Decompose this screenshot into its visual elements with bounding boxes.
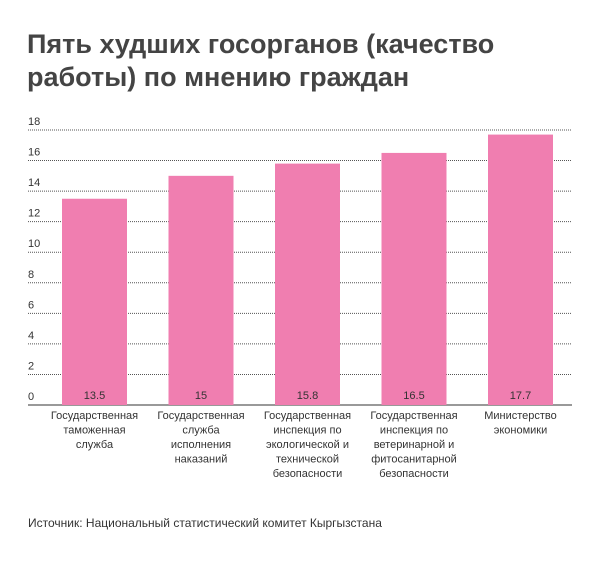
category-label-line: Государственная: [370, 410, 457, 422]
category-label: Министерство экономики: [484, 410, 557, 437]
category-label: Государственная инспекция по ветеринарной …: [370, 410, 457, 480]
category-label-line: ветеринарной и: [374, 439, 455, 451]
y-tick-label: 0: [28, 391, 34, 403]
category-label-line: безопасности: [273, 468, 343, 480]
category-label-line: фитосанитарной: [371, 454, 457, 466]
category-label-line: наказаний: [175, 454, 228, 466]
category-label-line: служба: [76, 439, 114, 451]
bar-value-label: 17.7: [510, 390, 531, 402]
y-tick-label: 12: [28, 208, 40, 220]
bar: [168, 175, 234, 405]
category-label-line: экологической и: [266, 439, 349, 451]
category-label-line: инспекция по: [273, 425, 341, 437]
bar-value-label: 15.8: [297, 390, 318, 402]
category-label-line: служба: [182, 425, 220, 437]
y-tick-label: 2: [28, 360, 34, 372]
category-label-line: безопасности: [379, 468, 449, 480]
category-label: Государственная таможенная служба: [51, 410, 138, 451]
category-label-line: Государственная: [264, 410, 351, 422]
category-label-line: исполнения: [171, 439, 231, 451]
bar-value-label: 13.5: [84, 390, 105, 402]
y-tick-label: 4: [28, 330, 34, 342]
category-label-line: экономики: [494, 425, 548, 437]
category-label-line: Государственная: [51, 410, 138, 422]
category-label-line: Государственная: [157, 410, 244, 422]
category-label: Государственная служба исполнения наказаний: [157, 410, 244, 466]
category-label-line: Министерство: [484, 410, 557, 422]
bar: [62, 198, 127, 405]
chart-title: Пять худших госорганов (качество работы)…: [27, 29, 495, 92]
bar: [488, 134, 553, 406]
y-tick-label: 6: [28, 299, 34, 311]
bar: [381, 152, 447, 405]
y-tick-label: 8: [28, 269, 34, 281]
bar-value-label: 16.5: [403, 390, 424, 402]
y-tick-label: 14: [28, 177, 40, 189]
bar-value-label: 15: [195, 390, 207, 402]
y-tick-label: 18: [28, 116, 40, 128]
bar: [275, 163, 340, 405]
category-label: Государственная инспекция по экологической…: [264, 410, 351, 480]
category-label-line: таможенная: [63, 425, 125, 437]
y-tick-label: 16: [28, 147, 40, 159]
source-note: Источник: Национальный статистический ко…: [28, 516, 382, 530]
y-tick-label: 10: [28, 238, 40, 250]
category-label-line: инспекция по: [380, 425, 448, 437]
category-label-line: технической: [276, 454, 339, 466]
